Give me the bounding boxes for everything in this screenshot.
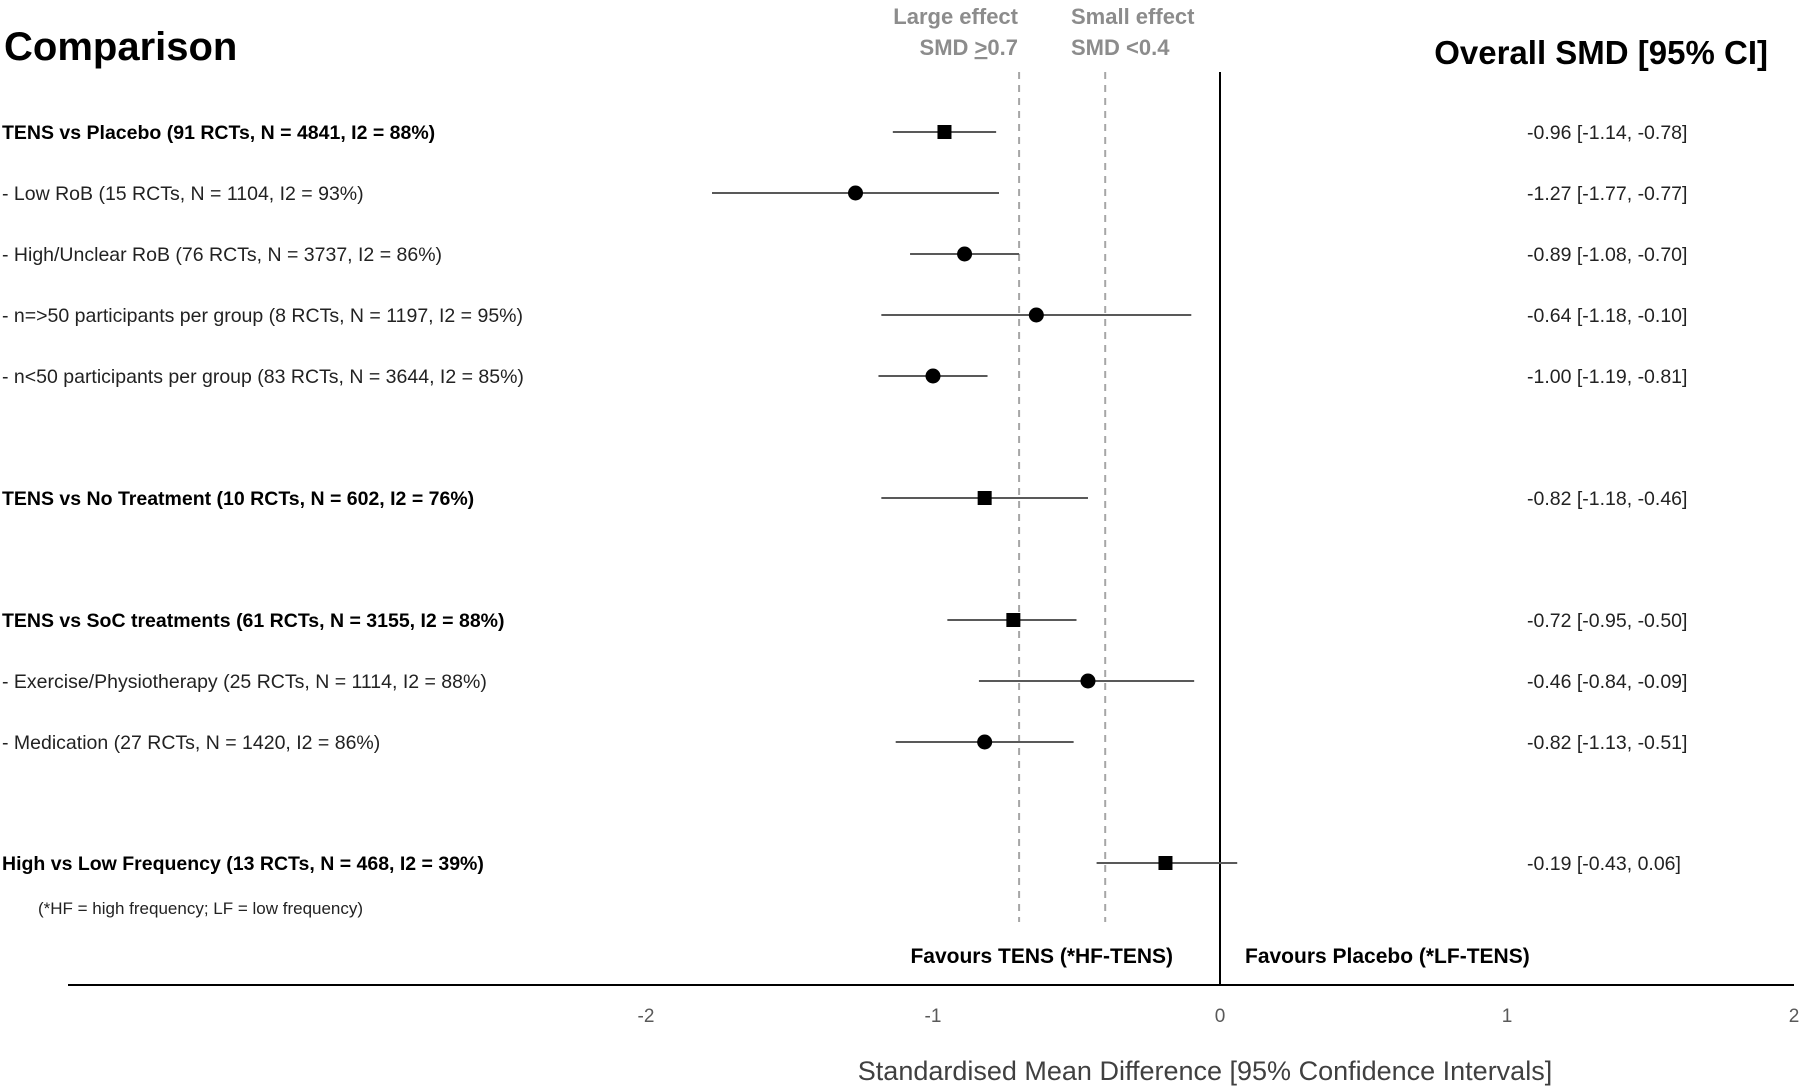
x-tick-label: -1	[925, 1006, 942, 1027]
subgroup-label: - Low RoB (15 RCTs, N = 1104, I2 = 93%)	[2, 183, 364, 205]
group-label: TENS vs No Treatment (10 RCTs, N = 602, …	[2, 488, 474, 510]
ci-value: -0.46 [-0.84, -0.09]	[1527, 671, 1687, 693]
large-effect-threshold: SMD >0.7	[920, 35, 1018, 60]
x-tick-label: -2	[638, 1006, 655, 1027]
point-estimate-square	[1158, 856, 1173, 870]
point-estimate-square	[1006, 613, 1021, 627]
subgroup-label: - n<50 participants per group (83 RCTs, …	[2, 366, 524, 388]
ci-value: -0.82 [-1.18, -0.46]	[1527, 488, 1687, 510]
point-estimate-square	[937, 125, 952, 139]
subgroup-label: - Exercise/Physiotherapy (25 RCTs, N = 1…	[2, 671, 487, 693]
ci-value: -1.27 [-1.77, -0.77]	[1527, 183, 1687, 205]
point-estimate-circle	[1080, 673, 1096, 689]
comparison-title: Comparison	[4, 25, 237, 69]
point-estimate-circle	[977, 734, 993, 750]
ci-value: -0.89 [-1.08, -0.70]	[1527, 244, 1687, 266]
point-estimate-circle	[925, 368, 941, 384]
x-tick-label: 1	[1502, 1006, 1513, 1027]
ci-value: -0.96 [-1.14, -0.78]	[1527, 122, 1687, 144]
rows	[712, 125, 1238, 870]
group-label: TENS vs Placebo (91 RCTs, N = 4841, I2 =…	[2, 122, 435, 144]
ci-value: -1.00 [-1.19, -0.81]	[1527, 366, 1687, 388]
x-tick-label: 2	[1789, 1006, 1800, 1027]
ci-value: -0.72 [-0.95, -0.50]	[1527, 610, 1687, 632]
point-estimate-circle	[1028, 307, 1044, 323]
reference-lines	[1018, 72, 1107, 922]
subgroup-label: - Medication (27 RCTs, N = 1420, I2 = 86…	[2, 732, 380, 754]
small-effect-label: Small effect	[1071, 4, 1195, 29]
point-estimate-square	[977, 491, 992, 505]
favours-left-label: Favours TENS (*HF-TENS)	[910, 945, 1173, 968]
x-axis-title: Standardised Mean Difference [95% Confid…	[858, 1056, 1552, 1086]
large-effect-label: Large effect	[893, 4, 1018, 29]
small-effect-threshold: SMD <0.4	[1071, 35, 1170, 60]
overall-smd-title: Overall SMD [95% CI]	[1434, 34, 1768, 71]
subgroup-label: - n=>50 participants per group (8 RCTs, …	[2, 305, 523, 327]
ci-value: -0.19 [-0.43, 0.06]	[1527, 853, 1681, 875]
ci-value: -0.64 [-1.18, -0.10]	[1527, 305, 1687, 327]
x-tick-label: 0	[1215, 1006, 1226, 1027]
labels: Large effect SMD >0.7 Small effect SMD <0.4…	[2, 4, 1768, 968]
favours-right-label: Favours Placebo (*LF-TENS)	[1245, 945, 1530, 968]
group-label: TENS vs SoC treatments (61 RCTs, N = 315…	[2, 610, 505, 632]
subgroup-label: - High/Unclear RoB (76 RCTs, N = 3737, I…	[2, 244, 442, 266]
footnote: (*HF = high frequency; LF = low frequenc…	[38, 899, 363, 918]
ci-value: -0.82 [-1.13, -0.51]	[1527, 732, 1687, 754]
point-estimate-circle	[957, 246, 973, 262]
point-estimate-circle	[848, 185, 864, 201]
group-label: High vs Low Frequency (13 RCTs, N = 468,…	[2, 853, 484, 875]
x-axis: -2 -1 0 1 2 Standardised Mean Difference [95%…	[68, 72, 1799, 1086]
